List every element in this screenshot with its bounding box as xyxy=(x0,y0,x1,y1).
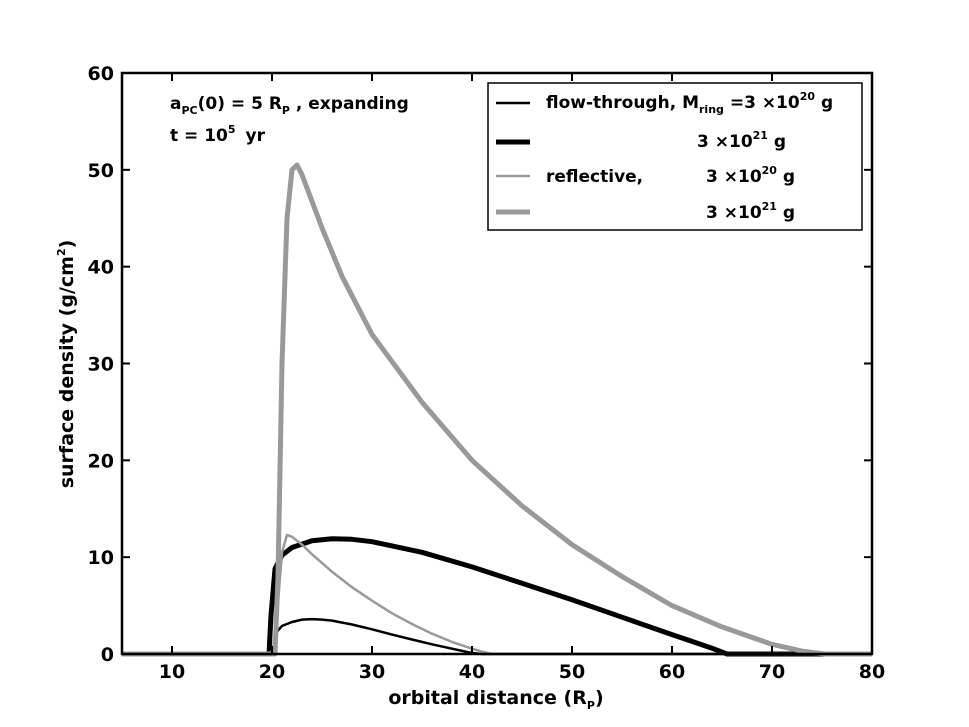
x-tick-label: 80 xyxy=(859,661,885,683)
y-tick-label: 10 xyxy=(88,547,114,569)
legend-label-4: 3 ×1021 g xyxy=(706,200,795,223)
ticks-layer: 10 20 30 40 50 60 70 80 0 10 20 30 40 50 60 xyxy=(88,63,886,683)
y-tick-label: 40 xyxy=(88,257,114,279)
y-tick-label: 60 xyxy=(88,63,114,85)
x-tick-label: 50 xyxy=(559,661,585,683)
legend-label-2: 3 ×1021 g xyxy=(697,129,786,152)
series-line-2 xyxy=(122,536,872,657)
annotation-line-2: t = 105 yr xyxy=(170,123,266,146)
x-axis-label: orbital distance (RP) xyxy=(388,687,603,712)
y-axis-label: surface density (g/cm2) xyxy=(55,240,78,489)
x-tick-label: 20 xyxy=(259,661,285,683)
y-tick-label: 30 xyxy=(88,354,114,376)
series-layer xyxy=(122,162,872,657)
y-tick-label: 20 xyxy=(88,450,114,472)
x-tick-label: 70 xyxy=(759,661,785,683)
legend-label-1: flow-through, Mring =3 ×1020 g xyxy=(546,90,833,116)
legend-label-3: reflective, xyxy=(546,167,643,187)
y-tick-label: 50 xyxy=(88,160,114,182)
legend: flow-through, Mring =3 ×1020 g 3 ×1021 g… xyxy=(487,82,863,231)
legend-value-3: 3 ×1020 g xyxy=(706,164,795,187)
series-line-3 xyxy=(122,533,872,656)
series-line-4 xyxy=(122,162,872,657)
x-tick-label: 60 xyxy=(659,661,685,683)
x-tick-label: 10 xyxy=(159,661,185,683)
y-tick-label: 0 xyxy=(101,644,114,666)
series-line-1 xyxy=(122,617,872,656)
annotation-line-1: aPC(0) = 5 RP , expanding xyxy=(170,94,409,117)
legend-box xyxy=(487,82,863,231)
x-tick-label: 30 xyxy=(359,661,385,683)
x-tick-label: 40 xyxy=(459,661,485,683)
